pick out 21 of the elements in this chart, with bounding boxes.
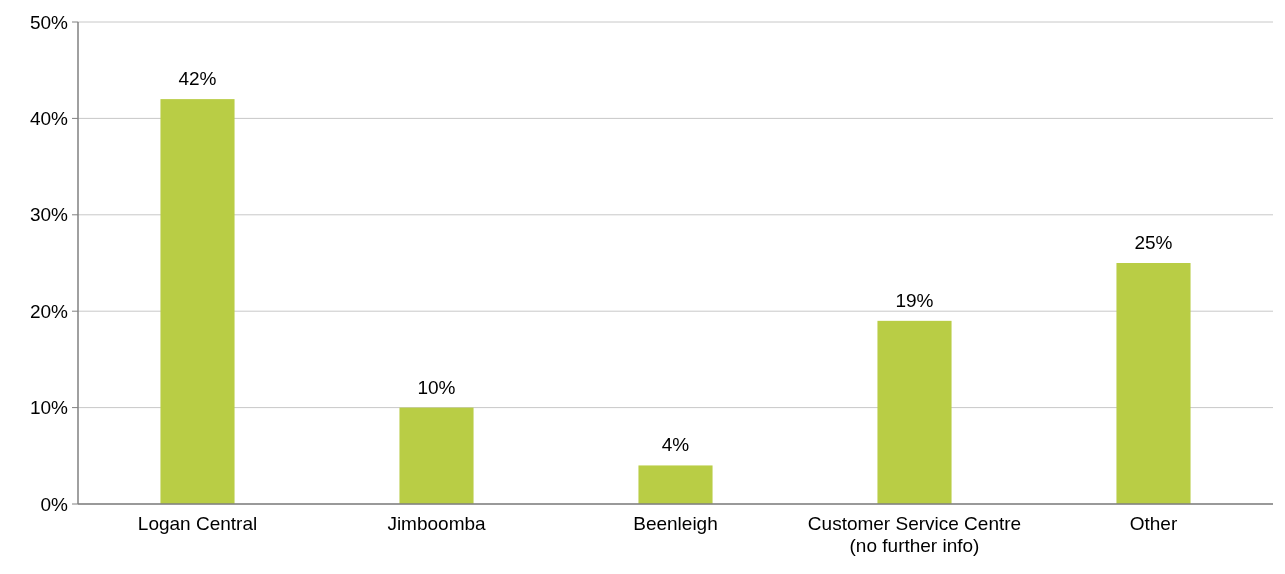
- bar: [877, 320, 952, 504]
- y-tick-label: 20%: [29, 300, 69, 322]
- y-tick-label: 10%: [29, 397, 69, 419]
- data-label: 10%: [417, 376, 456, 398]
- y-tick-label: 40%: [29, 108, 69, 130]
- y-tick-label: 50%: [29, 11, 69, 33]
- data-label: 19%: [895, 289, 934, 311]
- x-tick-label: Jimboomba: [387, 513, 487, 534]
- x-tick-label: Logan Central: [137, 513, 258, 534]
- data-label: 4%: [661, 434, 690, 456]
- data-label: 25%: [1134, 232, 1173, 253]
- bar: [160, 99, 235, 504]
- bar: [638, 465, 713, 504]
- bar: [399, 407, 474, 504]
- x-tick-label: Beenleigh: [633, 513, 718, 534]
- y-tick-label: 30%: [29, 204, 69, 226]
- x-tick-label: Other: [1129, 513, 1178, 534]
- bar: [1116, 263, 1191, 504]
- x-tick-label: Customer Service Centre (no further info): [807, 513, 1022, 556]
- y-tick-label: 0%: [40, 493, 69, 515]
- data-label: 42%: [178, 68, 217, 90]
